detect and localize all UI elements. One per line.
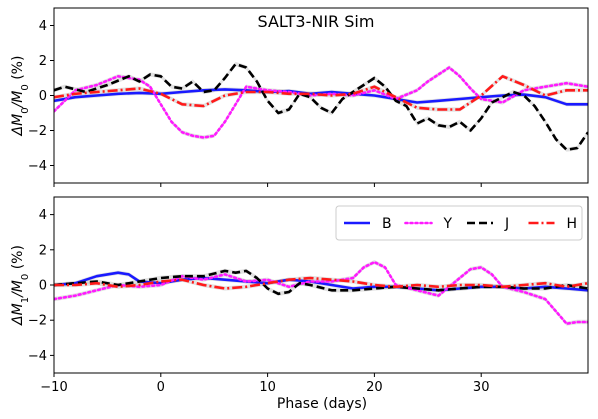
x-tick-label: −10 <box>40 380 67 395</box>
series-h-line <box>54 75 588 111</box>
lower-panel: −10 0 10 20 30 −4 −2 0 2 4 ΔM1/M0 (%) <box>10 196 589 395</box>
x-tick-label: 30 <box>473 380 490 395</box>
legend-label-y: Y <box>443 216 453 232</box>
series-group <box>54 61 588 152</box>
y-tick-label: −4 <box>28 159 47 174</box>
y-axis-label: ΔM0/M0 (%) <box>10 56 31 137</box>
y-tick-label: −4 <box>28 349 47 364</box>
x-axis-label: Phase (days) <box>277 396 367 412</box>
y-tick-label: −2 <box>28 124 47 139</box>
x-tick-label: 20 <box>366 380 383 395</box>
series-y-line <box>54 260 588 325</box>
series-y-band <box>54 260 588 326</box>
y-tick-label: 2 <box>39 243 47 258</box>
legend-box <box>335 205 583 241</box>
x-tick-label: 0 <box>157 380 165 395</box>
series-y-line <box>54 66 588 139</box>
series-y-band <box>54 65 588 140</box>
legend-label-b: B <box>382 216 392 232</box>
series-group <box>54 260 588 326</box>
y-tick-label: 4 <box>39 19 47 34</box>
y-tick-label: 0 <box>39 279 47 294</box>
legend-label-j: J <box>504 216 509 232</box>
y-tick-label: 4 <box>39 208 47 223</box>
y-tick-label: 0 <box>39 89 47 104</box>
y-tick-label: −2 <box>28 314 47 329</box>
series-j-line <box>54 269 588 296</box>
x-tick-label: 10 <box>259 380 276 395</box>
y-axis-label: ΔM1/M0 (%) <box>10 245 31 326</box>
series-j-band <box>54 61 588 152</box>
legend-label-h: H <box>567 216 578 232</box>
y-tick-label: 2 <box>39 54 47 69</box>
chart-title: SALT3-NIR Sim <box>258 12 375 31</box>
series-j-line <box>54 62 588 152</box>
upper-panel: −4 −2 0 2 4 ΔM0/M0 (%) SALT3-NIR Sim <box>10 7 589 187</box>
series-b-line <box>54 88 588 106</box>
